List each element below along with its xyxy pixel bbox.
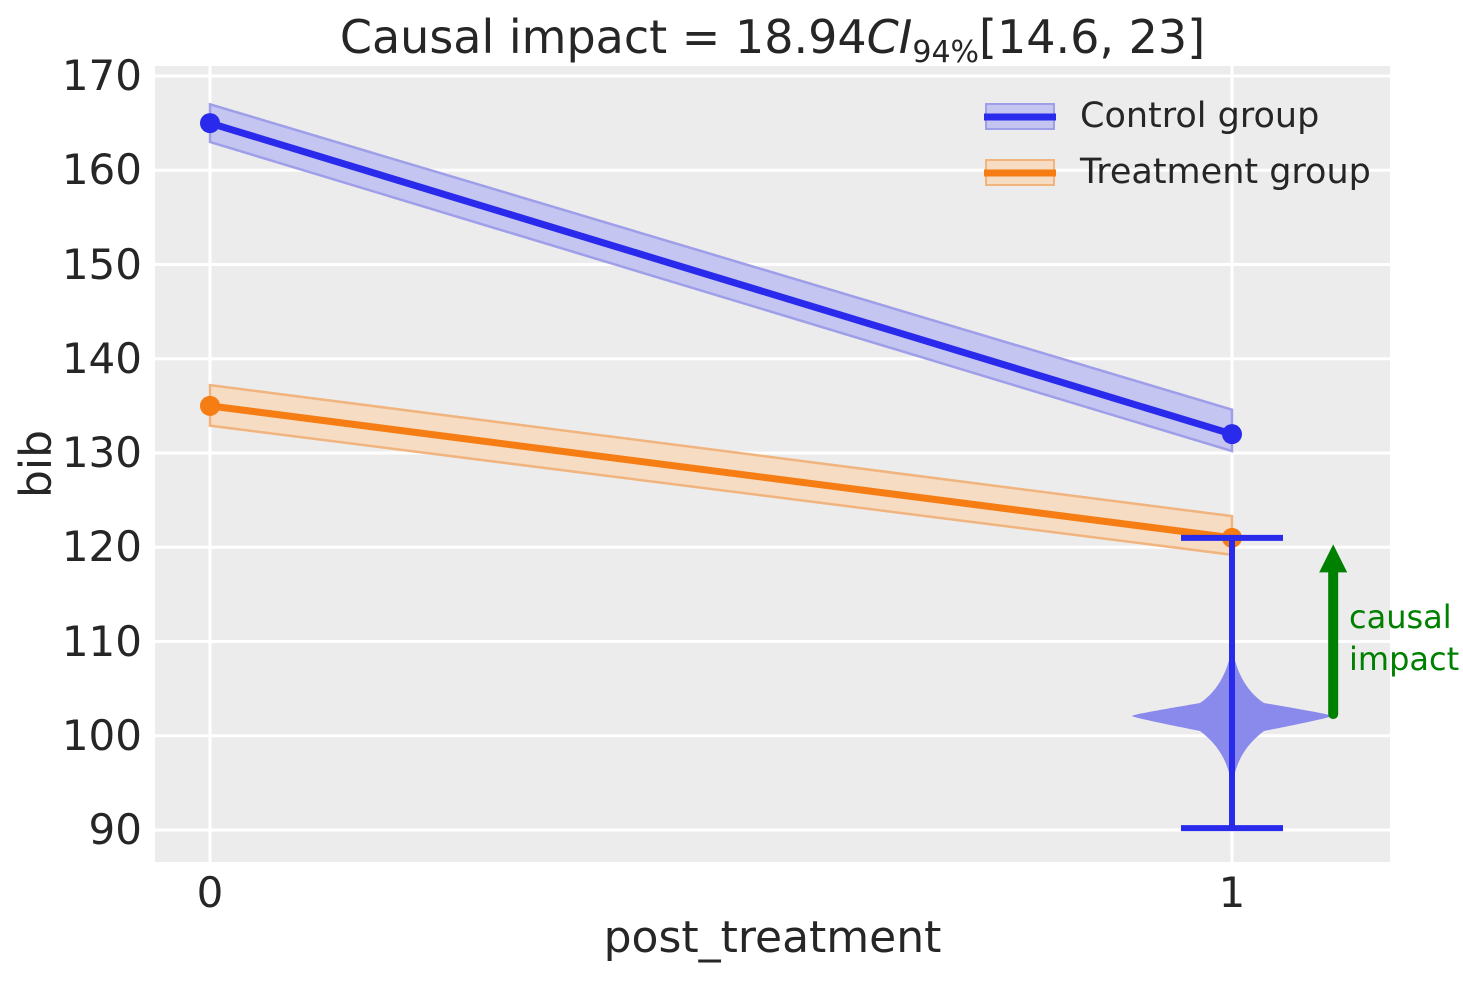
legend-label-treatment: Treatment group: [1080, 152, 1371, 192]
x-axis-label: post_treatment: [603, 912, 942, 963]
title-interval: [14.6, 23]: [979, 10, 1206, 64]
causal-impact-arrow-head: [1319, 544, 1348, 573]
treatment-band-swatch: [984, 159, 1056, 186]
title-ci: CI: [866, 10, 913, 64]
treatment-line-swatch: [984, 169, 1056, 176]
y-tick-label-170: 170: [61, 51, 142, 100]
y-tick-label-120: 120: [61, 522, 142, 572]
control-point-1: [1222, 424, 1242, 445]
y-tick-label-150: 150: [61, 239, 142, 289]
control-line-swatch: [984, 113, 1056, 120]
control-band-swatch: [984, 103, 1056, 130]
annotation-line-2: impact: [1349, 639, 1460, 678]
x-tick-label-0: 0: [196, 868, 224, 917]
x-tick-label-1: 1: [1218, 868, 1246, 917]
y-tick-label-110: 110: [61, 616, 142, 666]
legend-label-control: Control group: [1080, 96, 1320, 136]
chart-title: Causal impact = 18.94CI94%[14.6, 23]: [155, 12, 1390, 69]
legend-item-control: Control group: [984, 96, 1371, 136]
title-ci-subscript: 94%: [912, 35, 980, 70]
control-line: [206, 119, 1236, 438]
treatment-point-0: [200, 395, 220, 416]
title-prefix: Causal impact = 18.94: [339, 10, 867, 64]
legend-item-treatment: Treatment group: [984, 152, 1371, 192]
y-tick-label-100: 100: [61, 710, 142, 760]
y-tick-label-140: 140: [61, 333, 142, 383]
annotation-line-1: causal: [1349, 598, 1452, 636]
y-tick-label-160: 160: [61, 145, 142, 195]
legend: Control group Treatment group: [984, 96, 1371, 192]
treatment-line: [206, 402, 1236, 542]
control-point-0: [200, 113, 220, 134]
y-tick-label-90: 90: [88, 805, 142, 854]
y-tick-label-130: 130: [61, 428, 142, 477]
causal-impact-annotation: causal impact: [1349, 597, 1459, 680]
